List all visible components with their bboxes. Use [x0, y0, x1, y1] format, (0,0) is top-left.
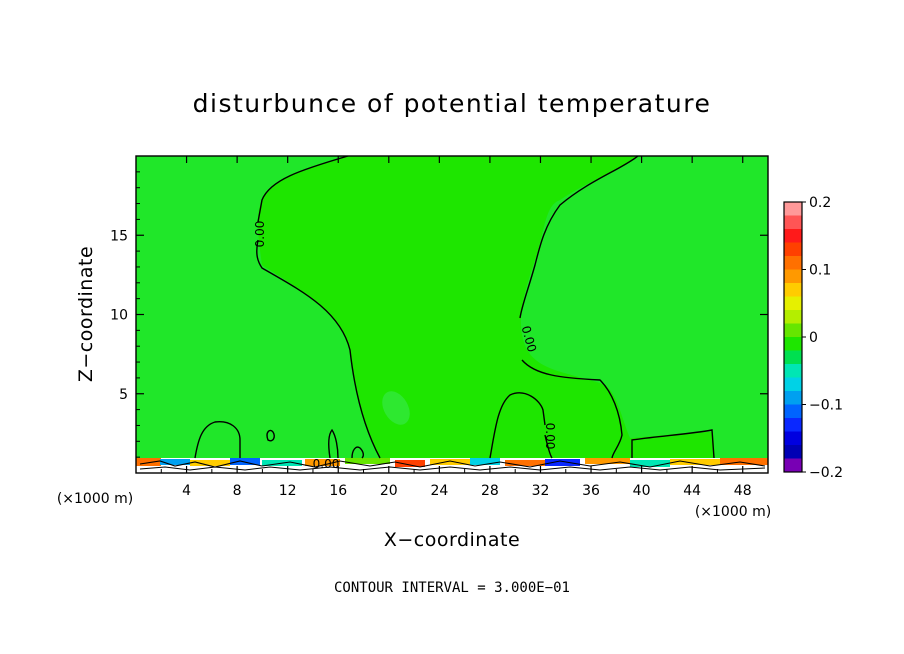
colorbar-tick-label-2: 0 — [809, 330, 818, 346]
colorbar-swatch-0 — [784, 202, 802, 216]
colorbar-swatch-1 — [784, 215, 802, 230]
contour-hump-mid — [489, 392, 553, 459]
x-axis-label: X−coordinate — [384, 529, 520, 551]
colorbar-tick-label-4: −0.2 — [809, 465, 843, 481]
chart-title: disturbunce of potential temperature — [193, 89, 712, 118]
colorbar-swatch-18 — [784, 445, 802, 459]
colorbar-swatch-12 — [784, 364, 802, 378]
contour-small-c — [351, 446, 365, 459]
colorbar-swatch-9 — [784, 323, 802, 338]
colorbar-swatch-2 — [784, 229, 802, 243]
x-tick-label-11: 48 — [734, 483, 752, 499]
y-tick-label-2: 15 — [110, 228, 128, 244]
x-tick-label-8: 36 — [582, 483, 600, 499]
colorbar-swatch-5 — [784, 269, 802, 284]
x-tick-label-1: 8 — [233, 483, 242, 499]
boundary-layer — [136, 458, 768, 473]
contour-label-2: 0.00 — [519, 324, 539, 353]
colorbar-swatch-19 — [784, 458, 802, 473]
x-tick-label-3: 16 — [329, 483, 347, 499]
x-unit-right: (×1000 m) — [695, 504, 771, 520]
x-tick-label-0: 4 — [182, 483, 191, 499]
colorbar-ticks: 0.2 0.1 0 −0.1 −0.2 — [802, 195, 843, 481]
field-region-low — [136, 156, 380, 458]
colorbar-tick-label-1: 0.1 — [809, 263, 831, 279]
contour-left — [256, 156, 381, 459]
x-unit-left: (×1000 m) — [57, 491, 133, 507]
contour-small-a — [266, 429, 275, 442]
contour-right-shelf — [631, 429, 715, 459]
colorbar — [783, 201, 803, 473]
x-tick-label-7: 32 — [532, 483, 550, 499]
y-tick-label-1: 10 — [110, 308, 128, 324]
contour-right — [519, 156, 639, 459]
x-tick-label-6: 28 — [481, 483, 499, 499]
x-axis-ticks: 4 8 12 16 20 24 28 32 36 40 44 48 — [160, 156, 752, 499]
y-tick-label-0: 5 — [119, 387, 128, 403]
x-tick-label-5: 24 — [430, 483, 448, 499]
contour-hump-left — [194, 421, 241, 459]
colorbar-tick-label-3: −0.1 — [809, 398, 843, 414]
contour-small-b — [327, 428, 339, 459]
colorbar-tick-label-0: 0.2 — [809, 195, 831, 211]
colorbar-swatch-15 — [784, 404, 802, 419]
colorbar-swatch-6 — [784, 283, 802, 297]
colorbar-swatch-14 — [784, 391, 802, 405]
colorbar-swatch-3 — [784, 242, 802, 257]
colorbar-swatch-10 — [784, 337, 802, 351]
x-tick-label-4: 20 — [380, 483, 398, 499]
colorbar-swatch-13 — [784, 377, 802, 392]
x-tick-label-10: 44 — [683, 483, 701, 499]
y-axis-label: Z−coordinate — [75, 246, 97, 382]
y-axis-ticks: 5 10 15 — [110, 171, 768, 458]
contour-label-4: 0.00 — [313, 457, 340, 471]
colorbar-swatch-16 — [784, 418, 802, 432]
contour-interval-note: CONTOUR INTERVAL = 3.000E−01 — [334, 580, 570, 596]
colorbar-swatch-4 — [784, 256, 802, 270]
field-patch — [382, 391, 410, 425]
contour-lines — [194, 156, 715, 459]
x-tick-label-9: 40 — [633, 483, 651, 499]
colorbar-swatch-7 — [784, 296, 802, 311]
contour-label-1: 0.00 — [253, 221, 267, 248]
colorbar-swatch-17 — [784, 431, 802, 446]
x-tick-label-2: 12 — [279, 483, 297, 499]
colorbar-swatch-11 — [784, 350, 802, 365]
colorbar-swatch-8 — [784, 310, 802, 324]
contour-label-3: 0.00 — [543, 423, 557, 450]
field-region-right — [520, 156, 768, 458]
